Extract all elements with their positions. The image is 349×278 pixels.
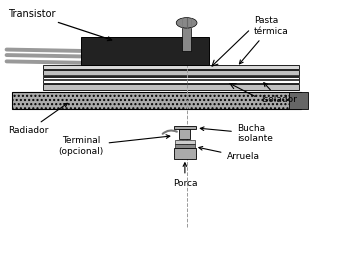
Bar [43, 84, 299, 90]
Bar [175, 148, 195, 152]
Bar [179, 129, 191, 139]
Text: Radiador: Radiador [8, 103, 67, 135]
Bar [183, 26, 191, 51]
Text: Porca: Porca [173, 163, 197, 188]
Bar [289, 92, 308, 109]
Ellipse shape [176, 18, 197, 28]
Bar [175, 144, 195, 148]
Text: Terminal
(opcional): Terminal (opcional) [58, 135, 170, 156]
Text: Bucha
isolante: Bucha isolante [200, 124, 273, 143]
Bar [43, 70, 299, 76]
Text: Transistor: Transistor [8, 9, 112, 41]
Bar [43, 77, 299, 83]
Bar [174, 148, 196, 159]
Bar [174, 126, 196, 129]
Text: Pasta
térmica: Pasta térmica [239, 16, 289, 64]
Text: Isolador: Isolador [261, 83, 297, 104]
Bar [43, 65, 299, 69]
Bar [12, 92, 301, 109]
Bar [175, 140, 195, 144]
Bar [81, 37, 209, 65]
Bar [43, 79, 299, 81]
Text: Arruela: Arruela [199, 147, 259, 162]
Bar [43, 75, 299, 76]
